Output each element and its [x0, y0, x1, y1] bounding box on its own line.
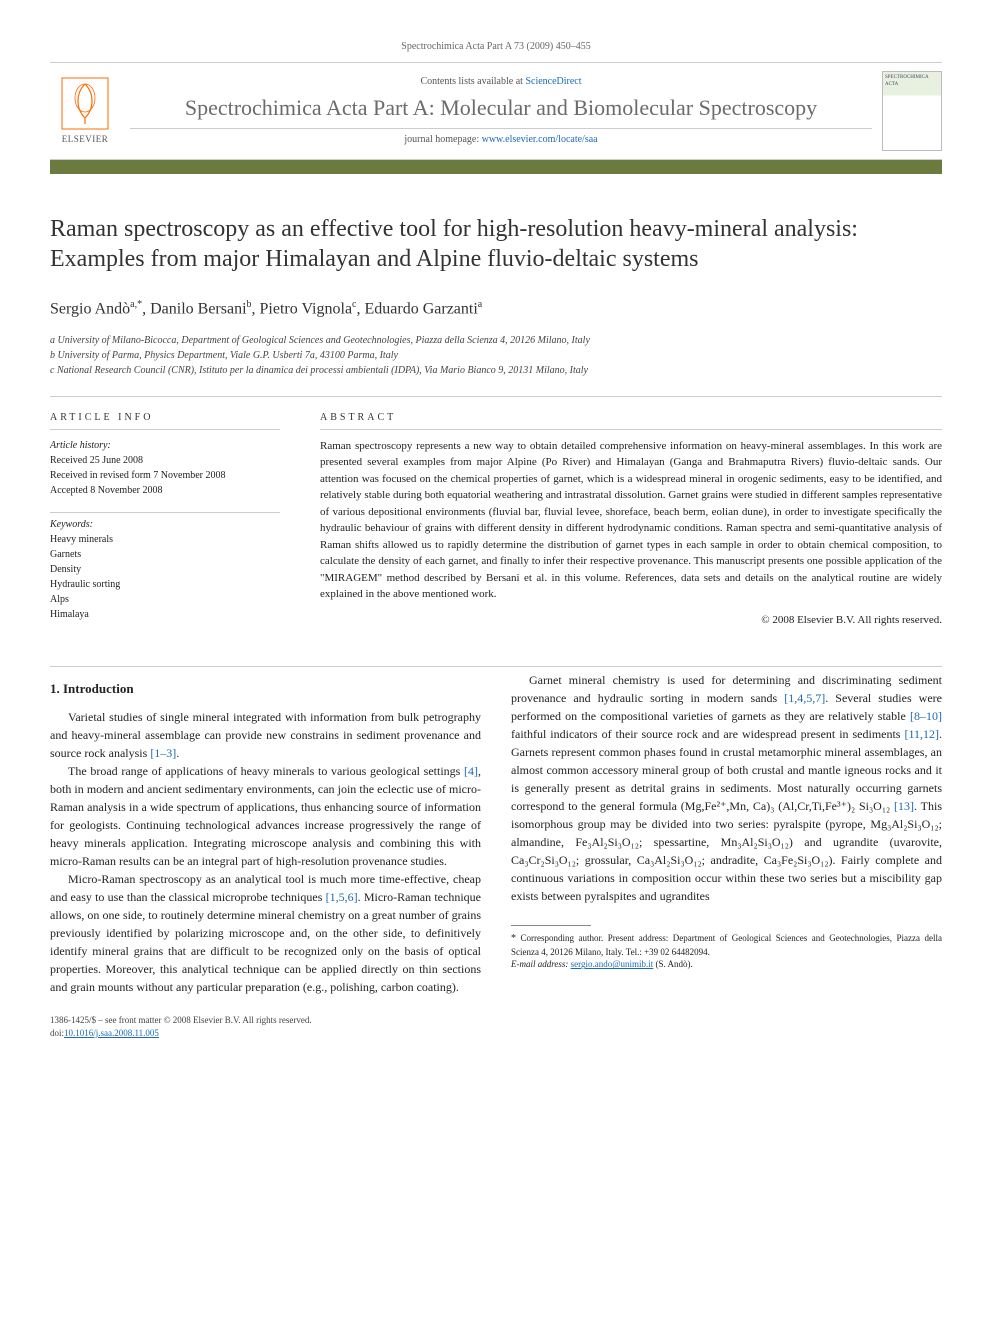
journal-homepage-line: journal homepage: www.elsevier.com/locat…	[130, 133, 872, 147]
affiliation-line: c National Research Council (CNR), Istit…	[50, 363, 942, 378]
accent-bar	[50, 160, 942, 174]
doi-link[interactable]: 10.1016/j.saa.2008.11.005	[64, 1028, 159, 1038]
author-email-link[interactable]: sergio.ando@unimib.it	[571, 959, 654, 969]
running-header: Spectrochimica Acta Part A 73 (2009) 450…	[50, 40, 942, 54]
affiliation-list: a University of Milano-Bicocca, Departme…	[50, 333, 942, 378]
history-label: Article history:	[50, 438, 280, 453]
corresponding-author-footnote: * Corresponding author. Present address:…	[511, 932, 942, 971]
history-line: Received in revised form 7 November 2008	[50, 468, 280, 483]
article-title: Raman spectroscopy as an effective tool …	[50, 214, 942, 274]
abstract-heading: ABSTRACT	[320, 411, 942, 430]
journal-homepage-link[interactable]: www.elsevier.com/locate/saa	[482, 134, 598, 145]
citation-link[interactable]: [8–10]	[910, 709, 942, 723]
journal-masthead: ELSEVIER Contents lists available at Sci…	[50, 62, 942, 160]
publisher-logo: ELSEVIER	[50, 71, 120, 151]
journal-cover-thumbnail: SPECTROCHIMICA ACTA	[882, 71, 942, 151]
contents-available-line: Contents lists available at ScienceDirec…	[130, 75, 872, 89]
keywords-label: Keywords:	[50, 517, 280, 532]
section-heading: 1. Introduction	[50, 679, 481, 699]
body-paragraph: Varietal studies of single mineral integ…	[50, 708, 481, 762]
keyword-item: Hydraulic sorting	[50, 577, 280, 592]
keyword-item: Density	[50, 562, 280, 577]
article-info-sidebar: ARTICLE INFO Article history: Received 2…	[50, 411, 280, 636]
affiliation-line: a University of Milano-Bicocca, Departme…	[50, 333, 942, 348]
journal-title: Spectrochimica Acta Part A: Molecular an…	[130, 95, 872, 121]
publisher-name: ELSEVIER	[62, 133, 109, 146]
article-info-heading: ARTICLE INFO	[50, 411, 280, 430]
citation-link[interactable]: [4]	[464, 764, 478, 778]
article-body: 1. Introduction Varietal studies of sing…	[50, 671, 942, 997]
keyword-item: Himalaya	[50, 607, 280, 622]
author-list: Sergio Andòa,*, Danilo Bersanib, Pietro …	[50, 298, 942, 321]
citation-link[interactable]: [11,12]	[904, 727, 939, 741]
abstract-copyright: © 2008 Elsevier B.V. All rights reserved…	[320, 613, 942, 628]
keyword-item: Garnets	[50, 547, 280, 562]
affiliation-line: b University of Parma, Physics Departmen…	[50, 348, 942, 363]
keyword-item: Heavy minerals	[50, 532, 280, 547]
history-line: Accepted 8 November 2008	[50, 483, 280, 498]
body-paragraph: The broad range of applications of heavy…	[50, 762, 481, 870]
elsevier-tree-icon	[60, 76, 110, 131]
body-paragraph: Micro-Raman spectroscopy as an analytica…	[50, 870, 481, 996]
page-footer: 1386-1425/$ – see front matter © 2008 El…	[50, 1014, 942, 1039]
citation-link[interactable]: [1,5,6]	[326, 890, 358, 904]
citation-link[interactable]: [1,4,5,7]	[784, 691, 825, 705]
citation-link[interactable]: [13]	[894, 799, 914, 813]
sciencedirect-link[interactable]: ScienceDirect	[525, 76, 581, 87]
citation-link[interactable]: [1–3]	[150, 746, 176, 760]
body-paragraph: Garnet mineral chemistry is used for det…	[511, 671, 942, 905]
keyword-item: Alps	[50, 592, 280, 607]
abstract-text: Raman spectroscopy represents a new way …	[320, 438, 942, 603]
history-line: Received 25 June 2008	[50, 453, 280, 468]
